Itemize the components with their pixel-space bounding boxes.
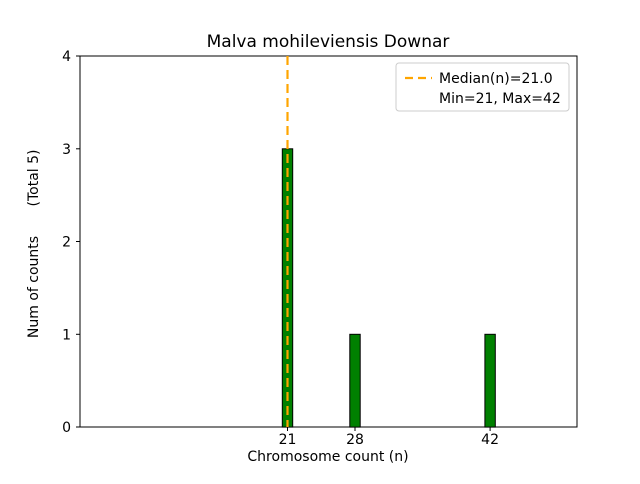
y-tick-label: 4 xyxy=(62,49,71,65)
legend-median-label: Median(n)=21.0 xyxy=(439,71,553,87)
x-axis-label: Chromosome count (n) xyxy=(247,449,408,465)
legend: Median(n)=21.0 Min=21, Max=42 xyxy=(395,62,570,112)
bar-x28 xyxy=(349,333,361,428)
x-tick-label: 21 xyxy=(279,432,297,448)
legend-minmax-label: Min=21, Max=42 xyxy=(439,91,561,107)
y-tick-label: 0 xyxy=(62,420,71,436)
x-tick-label: 42 xyxy=(481,432,499,448)
bars-group xyxy=(281,148,496,428)
y-axis-total-note: (Total 5) xyxy=(26,150,42,207)
bar-x42 xyxy=(484,333,496,428)
y-tick-label: 1 xyxy=(62,327,71,343)
y-axis-ticks: 0 1 2 3 4 xyxy=(62,49,80,436)
x-axis-ticks: 21 28 42 xyxy=(279,427,499,448)
chart-title: Malva mohileviensis Downar xyxy=(207,32,450,52)
plot-area xyxy=(79,55,578,428)
legend-box xyxy=(395,62,570,112)
y-tick-label: 3 xyxy=(62,142,71,158)
y-axis-label: Num of counts xyxy=(26,236,42,338)
x-tick-label: 28 xyxy=(346,432,364,448)
y-tick-label: 2 xyxy=(62,235,71,251)
